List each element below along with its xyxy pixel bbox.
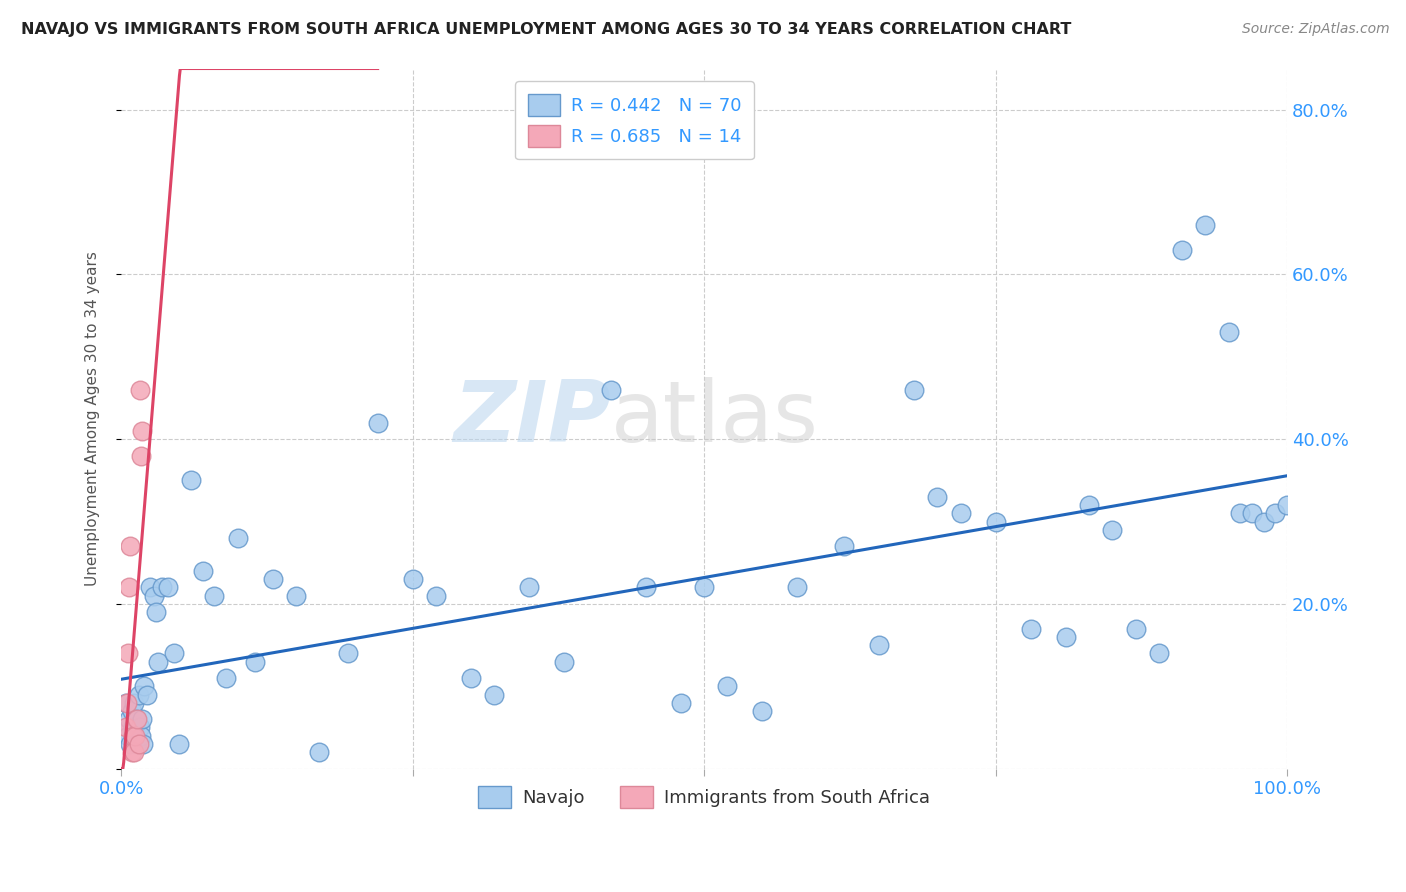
Point [367, 416, 389, 430]
Point [1229, 506, 1251, 520]
Point [949, 506, 972, 520]
Point [1054, 630, 1077, 644]
Point [129, 729, 152, 743]
Text: atlas: atlas [610, 377, 818, 460]
Point [634, 581, 657, 595]
Text: Source: ZipAtlas.com: Source: ZipAtlas.com [1241, 22, 1389, 37]
Point [308, 745, 330, 759]
Point [131, 424, 153, 438]
Point [832, 539, 855, 553]
Point [191, 564, 214, 578]
Point [484, 688, 506, 702]
Point [553, 655, 575, 669]
Point [132, 737, 155, 751]
Point [1171, 243, 1194, 257]
Point [115, 696, 138, 710]
Point [751, 704, 773, 718]
Point [120, 539, 142, 553]
Point [156, 581, 179, 595]
Point [786, 581, 808, 595]
Point [716, 679, 738, 693]
Point [337, 646, 360, 660]
Point [128, 383, 150, 397]
Point [215, 671, 238, 685]
Point [128, 721, 150, 735]
Point [693, 581, 716, 595]
Point [1218, 325, 1240, 339]
Point [139, 581, 162, 595]
Point [128, 737, 150, 751]
Point [142, 589, 165, 603]
Point [460, 671, 482, 685]
Point [121, 704, 143, 718]
Point [122, 745, 145, 759]
Point [117, 646, 139, 660]
Y-axis label: Unemployment Among Ages 30 to 34 years: Unemployment Among Ages 30 to 34 years [86, 252, 100, 586]
Point [129, 449, 152, 463]
Point [285, 589, 308, 603]
Point [150, 581, 173, 595]
Point [1147, 646, 1170, 660]
Point [401, 572, 423, 586]
Point [262, 572, 284, 586]
Point [124, 729, 146, 743]
Point [903, 383, 925, 397]
Point [1077, 498, 1099, 512]
Point [125, 712, 148, 726]
Point [121, 729, 143, 743]
Point [169, 737, 191, 751]
Point [127, 737, 149, 751]
Point [134, 679, 156, 693]
Point [115, 721, 138, 735]
Legend: Navajo, Immigrants from South Africa: Navajo, Immigrants from South Africa [471, 779, 936, 815]
Text: ZIP: ZIP [453, 377, 610, 460]
Point [120, 737, 142, 751]
Point [127, 712, 149, 726]
Point [868, 638, 890, 652]
Point [1019, 622, 1042, 636]
Point [114, 696, 136, 710]
Point [135, 688, 157, 702]
Point [114, 721, 136, 735]
Point [1253, 515, 1275, 529]
Point [1264, 506, 1286, 520]
Point [984, 515, 1007, 529]
Point [599, 383, 621, 397]
Point [121, 745, 143, 759]
Point [245, 655, 267, 669]
Point [124, 729, 146, 743]
Point [517, 581, 540, 595]
Point [128, 688, 150, 702]
Point [122, 696, 145, 710]
Point [1275, 498, 1298, 512]
Point [180, 474, 202, 488]
Point [148, 655, 170, 669]
Point [162, 646, 184, 660]
Point [202, 589, 225, 603]
Point [117, 729, 139, 743]
Point [131, 712, 153, 726]
Point [145, 605, 167, 619]
Point [1194, 218, 1216, 232]
Point [118, 712, 141, 726]
Point [118, 581, 141, 595]
Point [669, 696, 692, 710]
Text: NAVAJO VS IMMIGRANTS FROM SOUTH AFRICA UNEMPLOYMENT AMONG AGES 30 TO 34 YEARS CO: NAVAJO VS IMMIGRANTS FROM SOUTH AFRICA U… [21, 22, 1071, 37]
Point [1241, 506, 1264, 520]
Point [121, 721, 143, 735]
Point [425, 589, 447, 603]
Point [226, 531, 249, 545]
Point [1125, 622, 1147, 636]
Point [1101, 523, 1123, 537]
Point [927, 490, 949, 504]
